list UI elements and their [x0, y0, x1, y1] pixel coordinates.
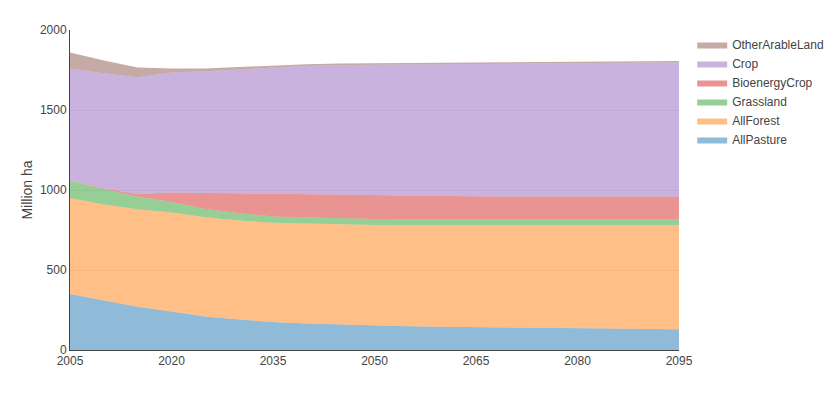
svg-text:2035: 2035	[260, 354, 287, 368]
svg-text:BioenergyCrop: BioenergyCrop	[732, 76, 812, 90]
svg-text:2050: 2050	[361, 354, 388, 368]
svg-text:2065: 2065	[463, 354, 490, 368]
svg-text:Crop: Crop	[732, 57, 758, 71]
svg-text:0: 0	[60, 343, 67, 357]
svg-text:1000: 1000	[40, 183, 67, 197]
svg-text:2080: 2080	[564, 354, 591, 368]
svg-text:AllForest: AllForest	[732, 114, 780, 128]
svg-text:2020: 2020	[158, 354, 185, 368]
svg-text:2000: 2000	[40, 23, 67, 37]
svg-text:2095: 2095	[666, 354, 693, 368]
svg-text:1500: 1500	[40, 103, 67, 117]
svg-text:500: 500	[47, 263, 67, 277]
svg-text:2005: 2005	[57, 354, 84, 368]
svg-text:OtherArableLand: OtherArableLand	[732, 38, 823, 52]
svg-text:Million ha: Million ha	[19, 160, 35, 219]
svg-text:AllPasture: AllPasture	[732, 133, 787, 147]
svg-text:Grassland: Grassland	[732, 95, 787, 109]
